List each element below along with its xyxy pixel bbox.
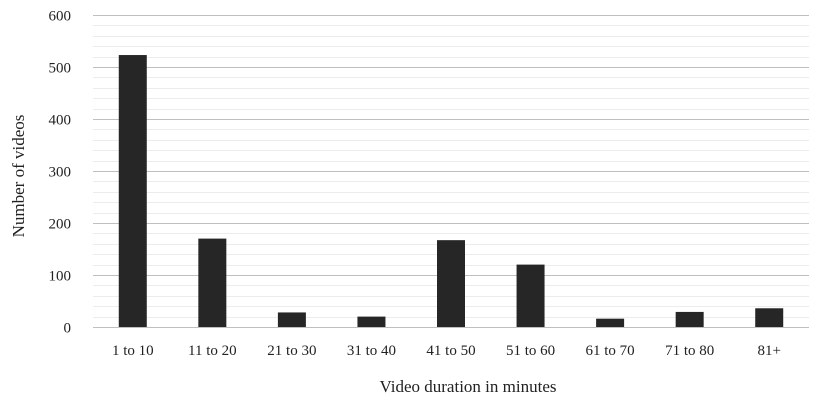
x-tick-label: 51 to 60	[506, 343, 555, 359]
major-gridlines	[93, 15, 809, 328]
bar	[596, 318, 625, 327]
bar	[198, 238, 227, 327]
x-tick-label: 71 to 80	[665, 343, 714, 359]
bar	[755, 308, 784, 327]
y-tick-label: 200	[49, 217, 72, 233]
bar	[516, 264, 545, 327]
y-tick-label: 600	[49, 9, 72, 25]
y-tick-label: 500	[49, 61, 72, 77]
x-tick-label: 1 to 10	[112, 343, 154, 359]
x-tick-label: 61 to 70	[586, 343, 635, 359]
x-tick-label: 41 to 50	[426, 343, 475, 359]
bar-series	[118, 55, 784, 327]
y-tick-label: 300	[49, 165, 72, 181]
bar	[277, 312, 306, 327]
x-tick-label: 31 to 40	[347, 343, 396, 359]
bar	[675, 311, 704, 327]
y-tick-label: 100	[49, 269, 72, 285]
y-tick-label: 0	[64, 321, 72, 337]
x-axis-title: Video duration in minutes	[380, 377, 557, 396]
bar	[357, 316, 386, 327]
bar	[118, 55, 147, 327]
y-axis-ticks: 0 100 200 300 400 500 600	[49, 9, 72, 337]
x-axis-ticks: 1 to 10 11 to 20 21 to 30 31 to 40 41 to 50 5…	[112, 343, 781, 359]
y-axis-title: Number of videos	[9, 115, 28, 238]
bar	[437, 240, 465, 327]
y-tick-label: 400	[49, 113, 72, 129]
x-tick-label: 11 to 20	[188, 343, 237, 359]
x-tick-label: 81+	[757, 343, 780, 359]
x-tick-label: 21 to 30	[267, 343, 316, 359]
